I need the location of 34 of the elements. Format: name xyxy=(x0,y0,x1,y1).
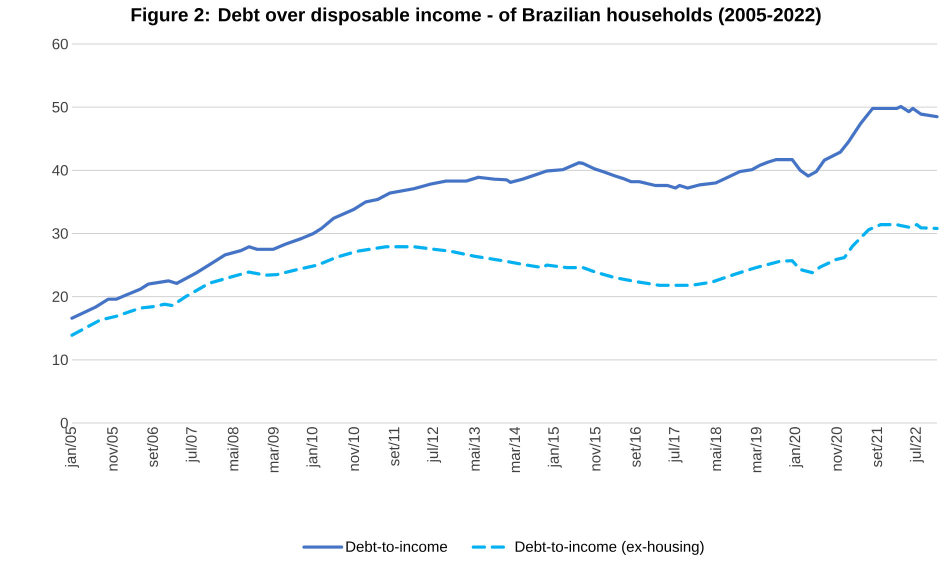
y-tick-label: 30 xyxy=(52,228,68,239)
y-tick-label: 0 xyxy=(60,418,68,428)
y-tick-label: 40 xyxy=(52,165,68,176)
x-tick-label: set/11 xyxy=(388,427,400,466)
x-tick-label: jan/10 xyxy=(306,427,320,468)
y-tick-label: 10 xyxy=(52,354,68,366)
x-tick-label: set/06 xyxy=(146,427,158,467)
x-tick-label: jul/12 xyxy=(427,427,442,463)
x-tick-label: mar/19 xyxy=(750,427,762,472)
x-tick-label: jul/07 xyxy=(186,427,200,463)
x-tick-label: set/21 xyxy=(871,427,882,467)
line-series xyxy=(70,104,939,320)
y-tick-label: 60 xyxy=(52,38,68,50)
chart-title: Figure 2: Debt over disposable income - of Brazilian households (2005-2022) xyxy=(132,8,821,26)
x-tick-label: nov/05 xyxy=(106,427,118,471)
x-tick-label: jan/05 xyxy=(65,427,79,468)
line-series xyxy=(70,223,939,337)
legend-label: Debt-to-income xyxy=(346,540,448,552)
x-tick-label: jul/17 xyxy=(668,427,682,463)
x-tick-label: jan/15 xyxy=(548,427,562,468)
x-tick-label: nov/20 xyxy=(830,427,842,471)
y-tick-label: 50 xyxy=(52,102,68,112)
legend-label: Debt-to-income (ex-housing) xyxy=(516,540,704,555)
x-tick-label: nov/15 xyxy=(590,427,601,471)
y-tick-label: 20 xyxy=(52,291,68,302)
x-tick-label: mai/08 xyxy=(227,427,238,471)
x-tick-label: jan/20 xyxy=(789,427,804,468)
x-tick-label: mai/18 xyxy=(710,427,722,471)
x-tick-label: mar/09 xyxy=(268,427,279,472)
x-tick-label: mai/13 xyxy=(468,427,480,471)
x-tick-label: jul/22 xyxy=(910,427,924,463)
x-tick-label: set/16 xyxy=(630,427,641,467)
x-tick-label: nov/10 xyxy=(348,427,360,471)
x-tick-label: mar/14 xyxy=(509,426,520,472)
